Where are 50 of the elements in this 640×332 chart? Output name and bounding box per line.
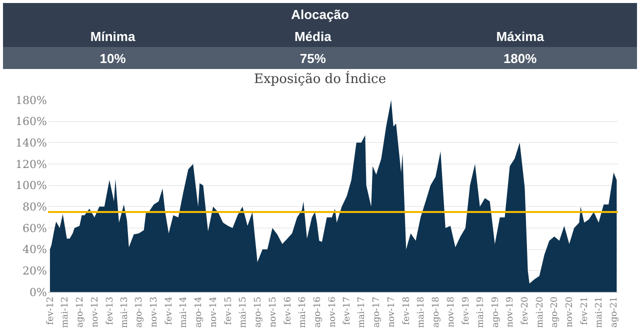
x-tick-label: ago-12 bbox=[75, 296, 86, 328]
x-tick-label: ago-19 bbox=[490, 296, 501, 328]
x-tick-label: fev-17 bbox=[342, 296, 353, 325]
x-tick-label: nov-15 bbox=[268, 296, 278, 328]
x-tick-label: ago-15 bbox=[253, 296, 264, 328]
y-tick-label: 160% bbox=[16, 115, 47, 128]
x-tick-label: fev-21 bbox=[580, 296, 590, 325]
x-tick-label: nov-13 bbox=[150, 296, 160, 328]
x-tick-label: mai-18 bbox=[416, 296, 427, 328]
x-tick-label: fev-12 bbox=[46, 296, 56, 325]
x-tick-label: nov-20 bbox=[565, 296, 576, 328]
x-tick-label: fev-15 bbox=[224, 296, 234, 325]
x-tick-label: ago-18 bbox=[431, 296, 442, 328]
y-tick-label: 100% bbox=[16, 179, 47, 192]
y-tick-label: 120% bbox=[16, 158, 47, 171]
y-tick-label: 20% bbox=[22, 264, 47, 278]
x-tick-label: mai-17 bbox=[357, 296, 368, 328]
x-tick-label: nov-18 bbox=[446, 296, 456, 328]
x-tick-label: fev-13 bbox=[105, 296, 116, 325]
y-tick-label: 0% bbox=[30, 286, 47, 299]
x-tick-label: fev-20 bbox=[520, 296, 531, 325]
x-tick-label: mai-19 bbox=[476, 296, 486, 328]
x-tick-label: fev-16 bbox=[283, 296, 294, 325]
x-tick-label: ago-17 bbox=[372, 296, 382, 328]
x-tick-label: mai-12 bbox=[60, 296, 70, 328]
x-tick-label: ago-20 bbox=[550, 296, 560, 328]
x-tick-label: mai-21 bbox=[594, 296, 605, 328]
x-tick-label: nov-12 bbox=[90, 296, 100, 328]
y-tick-label: 80% bbox=[22, 200, 47, 214]
y-tick-label: 140% bbox=[16, 136, 47, 150]
x-tick-label: fev-14 bbox=[164, 296, 175, 325]
x-tick-label: mai-16 bbox=[298, 296, 308, 328]
x-tick-label: fev-19 bbox=[461, 296, 472, 325]
x-tick-label: nov-16 bbox=[328, 296, 338, 328]
x-tick-label: ago-14 bbox=[194, 296, 204, 328]
chart-title: Exposição do Índice bbox=[254, 70, 386, 88]
x-tick-label: nov-19 bbox=[506, 296, 516, 328]
x-tick-label: fev-18 bbox=[402, 296, 412, 325]
x-tick-label: mai-20 bbox=[535, 296, 546, 328]
x-tick-label: nov-17 bbox=[387, 296, 398, 328]
y-tick-label: 40% bbox=[22, 243, 47, 256]
x-tick-label: mai-13 bbox=[120, 296, 130, 328]
x-tick-label: ago-16 bbox=[312, 296, 323, 328]
y-tick-label: 180% bbox=[16, 94, 47, 107]
x-tick-label: mai-14 bbox=[179, 296, 190, 328]
y-tick-label: 60% bbox=[22, 222, 47, 235]
x-tick-label: mai-15 bbox=[238, 296, 248, 328]
x-tick-label: nov-14 bbox=[209, 296, 220, 328]
x-tick-label: ago-13 bbox=[134, 296, 145, 328]
x-tick-label: ago-21 bbox=[610, 296, 620, 328]
